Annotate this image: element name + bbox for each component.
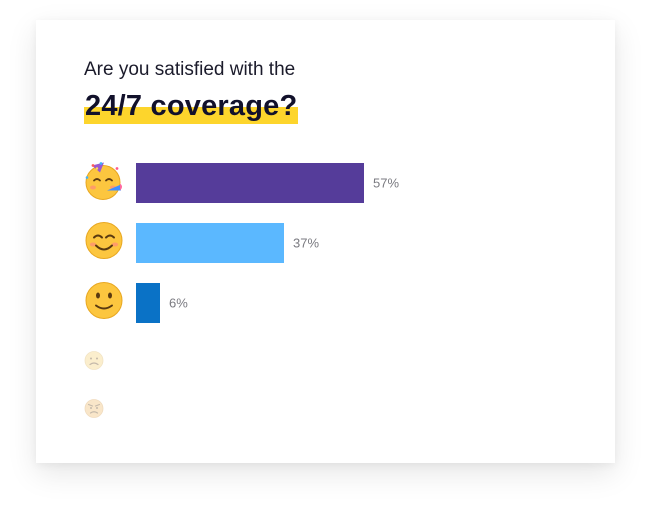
- bar-value-label: 37%: [293, 235, 320, 251]
- result-row: [84, 391, 584, 431]
- smiling-face-icon: [84, 221, 124, 266]
- angry-face-icon: [84, 399, 104, 424]
- question-highlight: 24/7 coverage?: [84, 90, 299, 124]
- result-row: [84, 343, 584, 383]
- survey-card: Are you satisfied with the 24/7 coverage…: [36, 20, 615, 463]
- bar-satisfied: [136, 223, 284, 263]
- result-row: 6%: [84, 281, 584, 326]
- highlighted-topic-text: 24/7 coverage?: [85, 90, 298, 122]
- bar-value-label: 57%: [373, 175, 400, 191]
- question-text: Are you satisfied with the: [84, 59, 296, 80]
- bar-neutral: [136, 283, 160, 323]
- highlighted-topic: 24/7 coverage?: [84, 90, 299, 124]
- result-row: 37%: [84, 221, 584, 266]
- bar-value-label: 6%: [169, 295, 188, 311]
- frowning-face-icon: [84, 351, 104, 376]
- result-row: 57%: [84, 162, 584, 203]
- partying-face-icon: [83, 160, 125, 207]
- bar-very-satisfied: [136, 163, 364, 203]
- slightly-smiling-face-icon: [84, 281, 124, 326]
